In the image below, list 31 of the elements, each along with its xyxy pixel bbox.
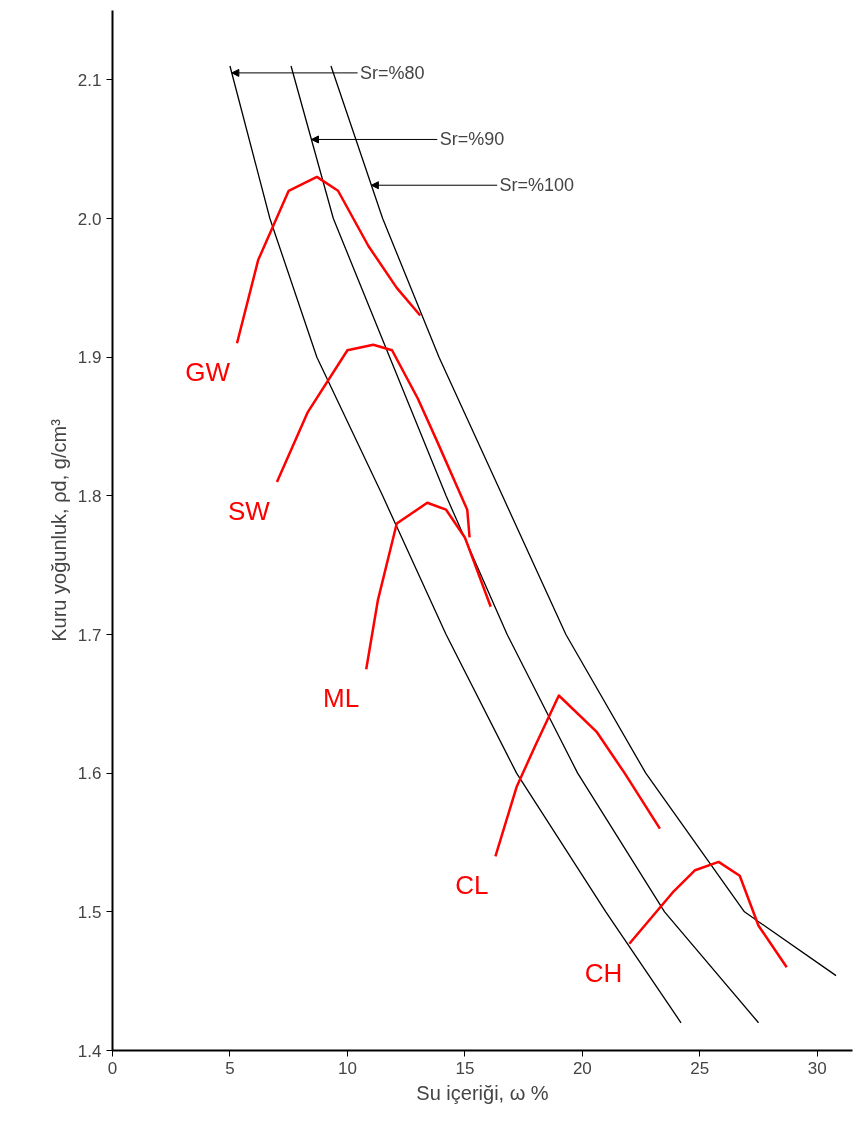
y-tick-label: 2.0 bbox=[77, 209, 102, 229]
series-label: SW bbox=[228, 495, 271, 526]
y-tick-label: 1.5 bbox=[77, 902, 102, 922]
x-tick-label: 5 bbox=[225, 1058, 235, 1078]
x-tick-label: 0 bbox=[107, 1058, 118, 1078]
x-tick-label: 15 bbox=[455, 1058, 475, 1078]
y-axis-title: Kuru yoğunluk, ρd, g/cm³ bbox=[47, 418, 70, 642]
y-tick-label: 2.1 bbox=[77, 70, 102, 90]
x-tick-label: 20 bbox=[572, 1058, 592, 1078]
line-series bbox=[229, 65, 682, 1024]
y-tick-label: 1.4 bbox=[77, 1041, 102, 1061]
annotation: Sr=%80 bbox=[359, 62, 425, 83]
series-label: CH bbox=[584, 957, 623, 988]
x-tick-label: 30 bbox=[807, 1058, 827, 1078]
x-tick-label: 10 bbox=[337, 1058, 357, 1078]
y-tick-label: 1.8 bbox=[77, 486, 102, 506]
line-series bbox=[364, 501, 492, 671]
annotation: Sr=%90 bbox=[439, 129, 505, 150]
line-series bbox=[628, 860, 788, 969]
x-tick-label: 25 bbox=[690, 1058, 710, 1078]
y-tick-label: 1.9 bbox=[77, 348, 102, 368]
y-tick-label: 1.7 bbox=[77, 625, 102, 645]
series-label: ML bbox=[323, 683, 360, 714]
line-series bbox=[275, 343, 471, 539]
x-axis-title: Su içeriği, ω % bbox=[416, 1081, 549, 1104]
y-tick-label: 1.6 bbox=[77, 764, 102, 784]
annotation: Sr=%100 bbox=[499, 175, 575, 196]
series-label: GW bbox=[185, 357, 231, 388]
series-label: CL bbox=[455, 870, 489, 901]
line-series bbox=[235, 175, 422, 345]
line-series bbox=[494, 694, 662, 858]
